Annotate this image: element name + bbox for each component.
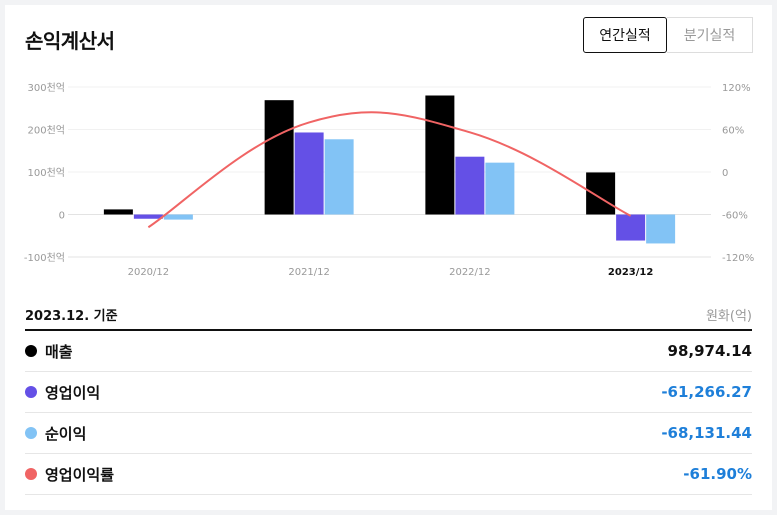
- tab-annual[interactable]: 연간실적: [583, 17, 667, 53]
- x-tick-label: 2020/12: [128, 267, 170, 278]
- net-income-legend-dot: [25, 427, 37, 439]
- bar-net-income: [163, 214, 193, 220]
- summary-row-operating-margin: 영업이익률 -61.90%: [25, 454, 752, 495]
- bar-net-income: [646, 214, 676, 244]
- bar-net-income: [485, 162, 515, 215]
- summary-row-label: 순이익: [45, 424, 87, 443]
- operating-income-legend-dot: [25, 386, 37, 398]
- period-tabs: 연간실적 분기실적: [583, 17, 753, 53]
- y-left-tick-label: -100천억: [24, 252, 65, 264]
- income-statement-card: 손익계산서 연간실적 분기실적 300천억 200천억 100천억 0 -100천억 12…: [5, 5, 772, 510]
- x-tick-label: 2023/12: [608, 267, 653, 278]
- summary-row-label: 영업이익률: [45, 465, 115, 484]
- y-right-tick-label: -120%: [722, 253, 754, 264]
- summary-row-value: 98,974.14: [667, 342, 752, 360]
- summary-row-value: -61.90%: [683, 465, 752, 483]
- bar-revenue: [103, 209, 133, 215]
- y-right-tick-label: 0: [722, 168, 728, 179]
- x-tick-label: 2021/12: [288, 267, 330, 278]
- bar-operating-income: [455, 156, 485, 215]
- bar-operating-income: [294, 132, 324, 215]
- y-right-tick-label: 60%: [722, 126, 744, 137]
- bar-revenue: [425, 95, 455, 215]
- summary-row-revenue: 매출 98,974.14: [25, 331, 752, 372]
- bar-revenue: [264, 100, 294, 215]
- operating-margin-legend-dot: [25, 468, 37, 480]
- y-right-tick-label: 120%: [722, 83, 751, 94]
- y-right-tick-label: -60%: [722, 211, 748, 222]
- summary-row-value: -61,266.27: [661, 383, 752, 401]
- summary-table: 매출 98,974.14 영업이익 -61,266.27 순이익 -68,131…: [25, 331, 752, 495]
- basis-date: 2023.12. 기준: [25, 309, 118, 324]
- y-left-tick-label: 100천억: [28, 167, 66, 179]
- summary-row-net-income: 순이익 -68,131.44: [25, 413, 752, 454]
- y-left-tick-label: 200천억: [28, 125, 66, 137]
- bar-net-income: [324, 139, 354, 215]
- income-chart: 300천억 200천억 100천억 0 -100천억 120% 60% 0 -60% -120% 2…: [24, 82, 754, 278]
- currency-unit: 원화(억): [705, 309, 752, 324]
- y-left-tick-label: 300천억: [28, 82, 66, 94]
- tab-quarterly[interactable]: 분기실적: [667, 17, 753, 53]
- summary-row-operating-income: 영업이익 -61,266.27: [25, 372, 752, 413]
- summary-divider: [25, 329, 752, 331]
- summary-row-label: 매출: [45, 342, 73, 361]
- page-title: 손익계산서: [25, 29, 115, 53]
- summary-row-label: 영업이익: [45, 383, 101, 402]
- bar-operating-income: [133, 214, 163, 219]
- y-left-tick-label: 0: [59, 211, 65, 222]
- operating-margin-line: [147, 111, 632, 229]
- summary-row-value: -68,131.44: [661, 424, 752, 442]
- revenue-legend-dot: [25, 345, 37, 357]
- bar-revenue: [586, 172, 616, 215]
- bar-operating-income: [616, 214, 646, 241]
- x-tick-label: 2022/12: [449, 267, 491, 278]
